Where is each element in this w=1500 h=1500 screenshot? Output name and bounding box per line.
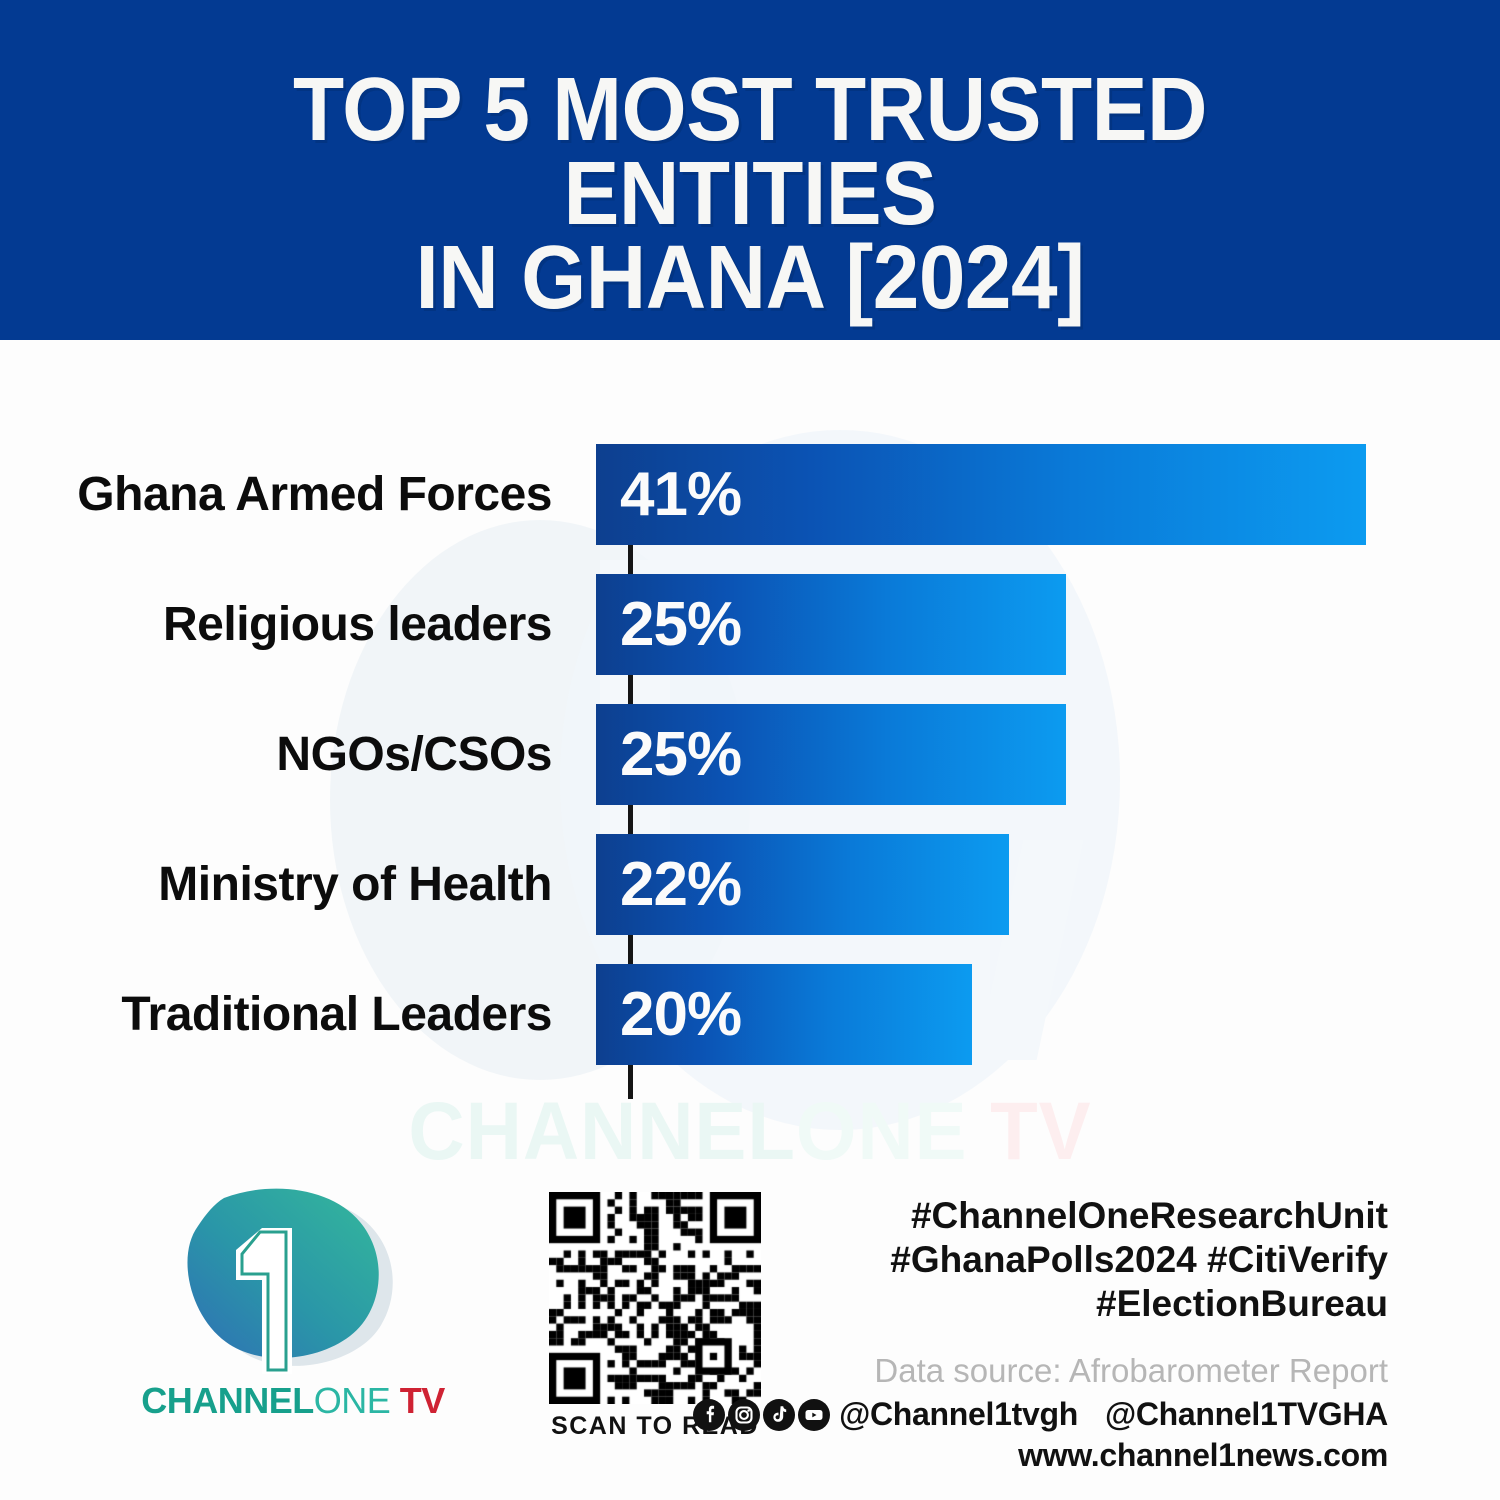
bar-category-label: Ministry of Health xyxy=(158,858,552,911)
social-icon-group xyxy=(693,1398,831,1431)
social-row: @Channel1tvgh @Channel1TVGHA xyxy=(693,1396,1388,1433)
footer-right-block: #ChannelOneResearchUnit #GhanaPolls2024 … xyxy=(693,1194,1388,1474)
chart-row: Religious leaders 25% xyxy=(0,560,1500,690)
bar: 25% xyxy=(596,574,1066,675)
bar-value-label: 41% xyxy=(620,460,742,529)
hashtags: #ChannelOneResearchUnit #GhanaPolls2024 … xyxy=(890,1195,1388,1324)
bar-category-label: Religious leaders xyxy=(163,598,552,651)
bar-category-label: NGOs/CSOs xyxy=(276,728,552,781)
logo-text-one: ONE xyxy=(313,1380,391,1421)
bar-track: 22% xyxy=(592,820,1500,950)
bar-value-label: 25% xyxy=(620,720,742,789)
bar-value-label: 22% xyxy=(620,850,742,919)
tiktok-icon[interactable] xyxy=(763,1398,796,1431)
chart-row: Ministry of Health 22% xyxy=(0,820,1500,950)
bar-track: 25% xyxy=(592,560,1500,690)
website-url[interactable]: www.channel1news.com xyxy=(1018,1437,1388,1473)
bar-track: 20% xyxy=(592,950,1500,1080)
youtube-icon[interactable] xyxy=(798,1398,831,1431)
header-band: TOP 5 MOST TRUSTED ENTITIES IN GHANA [20… xyxy=(0,0,1500,340)
bar: 25% xyxy=(596,704,1066,805)
logo-text-channel: CHANNEL xyxy=(141,1380,314,1421)
social-handle-main[interactable]: @Channel1tvgh xyxy=(839,1396,1078,1432)
bar-category-label: Ghana Armed Forces xyxy=(77,468,552,521)
instagram-icon[interactable] xyxy=(728,1398,761,1431)
data-source: Data source: Afrobarometer Report xyxy=(874,1352,1388,1389)
social-handle-x[interactable]: @Channel1TVGHA xyxy=(1104,1396,1388,1432)
brand-logo: CHANNELONE TV xyxy=(128,1188,458,1421)
logo-text-tv: TV xyxy=(390,1380,446,1421)
bar: 20% xyxy=(596,964,972,1065)
page-title: TOP 5 MOST TRUSTED ENTITIES IN GHANA [20… xyxy=(292,60,1208,328)
bar-value-label: 25% xyxy=(620,590,742,659)
qr-code[interactable] xyxy=(549,1192,761,1404)
bar: 22% xyxy=(596,834,1009,935)
bar-track: 25% xyxy=(592,690,1500,820)
bar-category-label: Traditional Leaders xyxy=(121,988,552,1041)
bar-track: 41% xyxy=(592,430,1500,560)
facebook-icon[interactable] xyxy=(693,1398,726,1431)
logo-wordmark: CHANNELONE TV xyxy=(128,1380,458,1422)
channel-one-logo-mark xyxy=(187,1188,393,1374)
footer: CHANNELONE TV SCAN TO READ #ChannelOneRe… xyxy=(0,1180,1500,1500)
chart-rows: Ghana Armed Forces 41% Religious leaders 25… xyxy=(0,430,1500,1080)
chart-row: NGOs/CSOs 25% xyxy=(0,690,1500,820)
bar: 41% xyxy=(596,444,1366,545)
chart-row: Ghana Armed Forces 41% xyxy=(0,430,1500,560)
chart-row: Traditional Leaders 20% xyxy=(0,950,1500,1080)
bar-value-label: 20% xyxy=(620,980,742,1049)
bar-chart: Ghana Armed Forces 41% Religious leaders 25… xyxy=(0,430,1500,1110)
qr-block[interactable]: SCAN TO READ xyxy=(540,1192,770,1441)
